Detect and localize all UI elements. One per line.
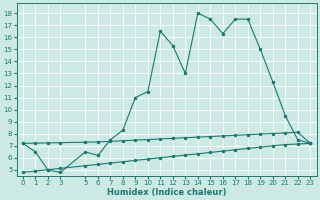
X-axis label: Humidex (Indice chaleur): Humidex (Indice chaleur) bbox=[107, 188, 226, 197]
